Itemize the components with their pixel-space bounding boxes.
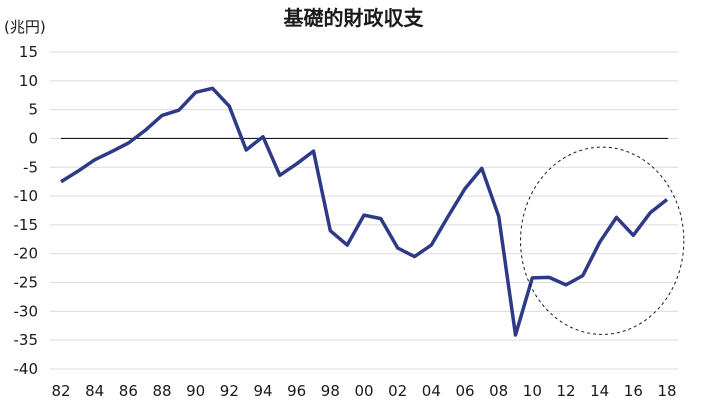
x-tick-label: 90 [186,382,205,400]
y-tick-label: 5 [28,101,38,119]
y-tick-label: -30 [14,302,39,320]
x-tick-label: 96 [287,382,306,400]
x-tick-label: 04 [422,382,441,400]
x-tick-label: 18 [657,382,676,400]
x-tick-label: 00 [354,382,373,400]
highlight-ellipse [520,146,685,335]
y-tick-label: -40 [14,360,39,378]
x-axis-ticks: 82 84 86 88 90 92 94 96 98 00 02 04 06 08 10 12 14 16 18 [51,382,676,400]
x-tick-label: 06 [455,382,474,400]
x-tick-label: 94 [253,382,272,400]
series-line [60,86,669,337]
x-tick-label: 12 [556,382,575,400]
x-tick-label: 08 [489,382,508,400]
x-tick-label: 92 [220,382,239,400]
x-tick-label: 14 [590,382,609,400]
x-tick-label: 10 [523,382,542,400]
y-tick-label: -25 [14,274,39,292]
gridlines [50,51,678,370]
y-axis-unit: (兆円) [4,18,46,36]
y-tick-label: 0 [28,129,38,147]
y-tick-label: -5 [23,158,38,176]
x-tick-label: 16 [624,382,643,400]
x-tick-label: 86 [119,382,138,400]
x-tick-label: 02 [388,382,407,400]
x-tick-label: 98 [321,382,340,400]
y-axis-ticks: 15 10 5 0 -5 -10 -15 -20 -25 -30 -35 -40 [14,43,39,378]
y-tick-label: -10 [14,187,39,205]
x-tick-label: 82 [51,382,70,400]
y-tick-label: 10 [19,72,38,90]
y-tick-label: -20 [14,245,39,263]
x-tick-label: 88 [152,382,171,400]
y-tick-label: -15 [14,216,39,234]
chart-title: 基礎的財政収支 [283,6,424,30]
y-tick-label: 15 [19,43,38,61]
y-tick-label: -35 [14,331,39,349]
x-tick-label: 84 [85,382,104,400]
